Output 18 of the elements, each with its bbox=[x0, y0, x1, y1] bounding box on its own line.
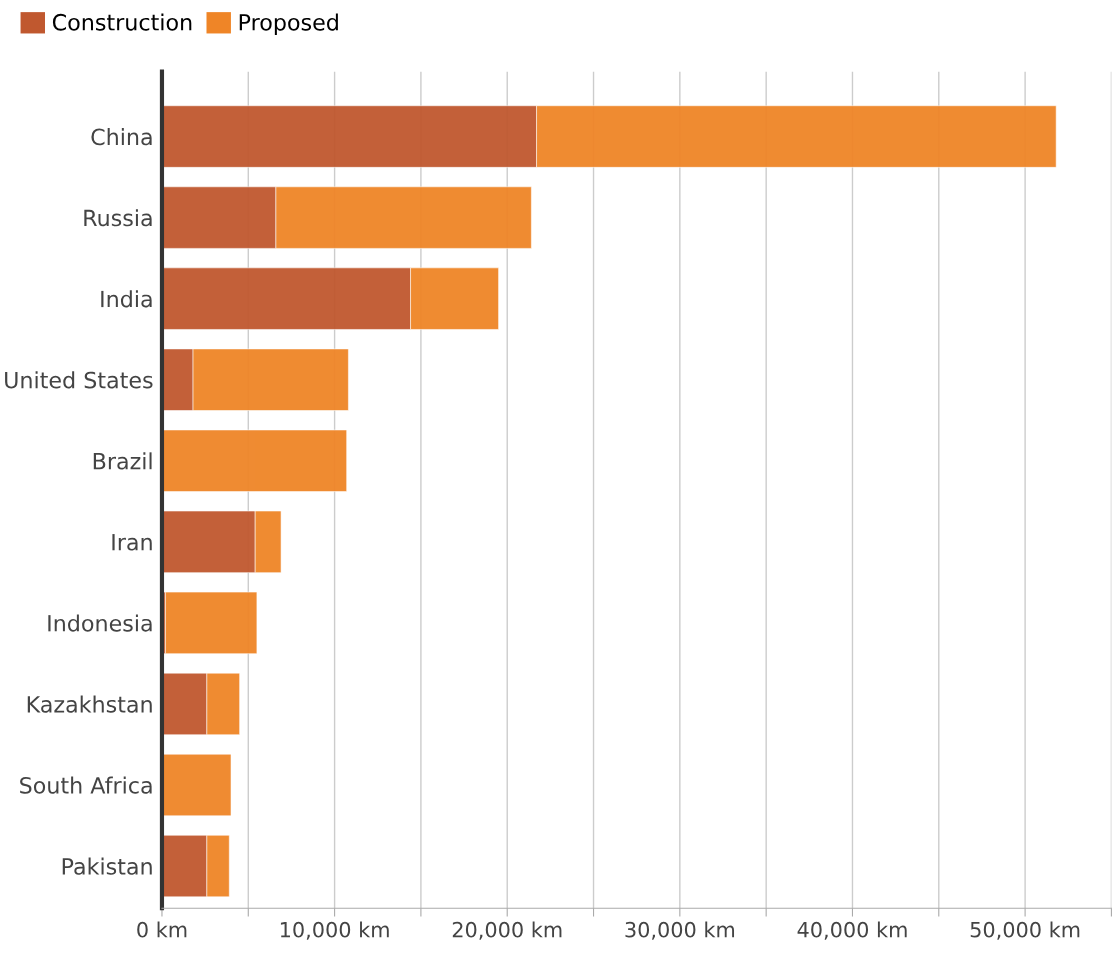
y-tick-label: Pakistan bbox=[62, 857, 152, 875]
y-tick-label: India bbox=[101, 290, 152, 308]
x-tick-label: 40,000 km bbox=[797, 921, 907, 940]
y-tick-label: South Africa bbox=[20, 776, 152, 794]
y-tick-label: United States bbox=[5, 371, 153, 389]
legend-label: Proposed bbox=[239, 13, 338, 35]
x-tick-label: 50,000 km bbox=[970, 921, 1080, 940]
x-tick-label: 20,000 km bbox=[452, 921, 562, 940]
y-tick-label: Indonesia bbox=[48, 614, 152, 632]
y-tick-label: Iran bbox=[112, 534, 152, 551]
y-tick-label: China bbox=[91, 128, 152, 146]
y-tick-label: Russia bbox=[84, 209, 152, 227]
y-tick-label: Kazakhstan bbox=[27, 695, 152, 713]
y-tick-label: Brazil bbox=[93, 452, 152, 470]
legend-label: Construction bbox=[52, 13, 192, 31]
x-tick-label: 10,000 km bbox=[280, 921, 389, 940]
x-tick-label: 30,000 km bbox=[625, 921, 735, 940]
x-tick-label: 0 km bbox=[137, 921, 187, 938]
